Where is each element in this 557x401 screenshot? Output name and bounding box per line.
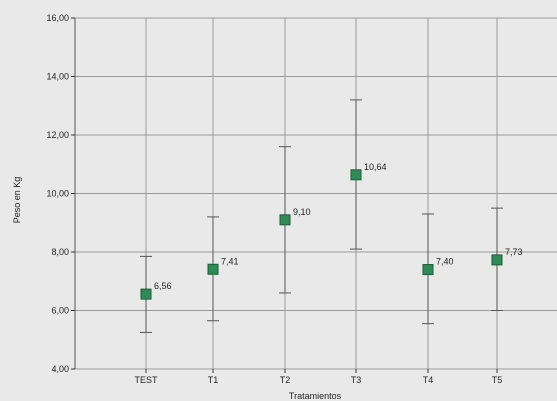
- data-value-label: 7,40: [436, 257, 454, 267]
- data-value-label: 9,10: [293, 207, 311, 217]
- x-tick-label: T2: [280, 375, 291, 385]
- data-marker: [422, 264, 434, 276]
- data-marker: [207, 263, 219, 275]
- x-tick-label: T4: [423, 375, 434, 385]
- y-axis-label: Peso en Kg: [12, 177, 22, 224]
- x-axis-ticks: TEST T1 T2 T3 T4 T5: [134, 369, 502, 385]
- data-marker: [350, 169, 362, 181]
- data-marker: [279, 214, 291, 226]
- data-value-label: 10,64: [364, 162, 387, 172]
- data-marker: [491, 254, 503, 266]
- x-tick-label: TEST: [134, 375, 158, 385]
- y-tick-label: 16,00: [46, 13, 69, 23]
- x-tick-label: T1: [208, 375, 219, 385]
- y-tick-label: 8,00: [51, 247, 69, 257]
- y-tick-label: 6,00: [51, 306, 69, 316]
- grid-lines: [74, 17, 557, 370]
- data-value-label: 6,56: [154, 281, 172, 291]
- data-labels: 6,56 7,41 9,10 10,64 7,40 7,73: [154, 162, 523, 291]
- y-tick-label: 4,00: [51, 364, 69, 374]
- data-marker: [140, 288, 152, 300]
- y-tick-label: 10,00: [46, 189, 69, 199]
- x-tick-label: T5: [492, 375, 503, 385]
- y-axis-ticks: 4,00 6,00 8,00 10,00 12,00 14,00 16,00: [46, 13, 75, 374]
- x-tick-label: T3: [351, 375, 362, 385]
- data-markers: [140, 169, 503, 300]
- data-value-label: 7,41: [221, 256, 239, 266]
- y-tick-label: 14,00: [46, 72, 69, 82]
- data-value-label: 7,73: [505, 247, 523, 257]
- x-axis-label: Tratamientos: [289, 391, 342, 401]
- y-tick-label: 12,00: [46, 130, 69, 140]
